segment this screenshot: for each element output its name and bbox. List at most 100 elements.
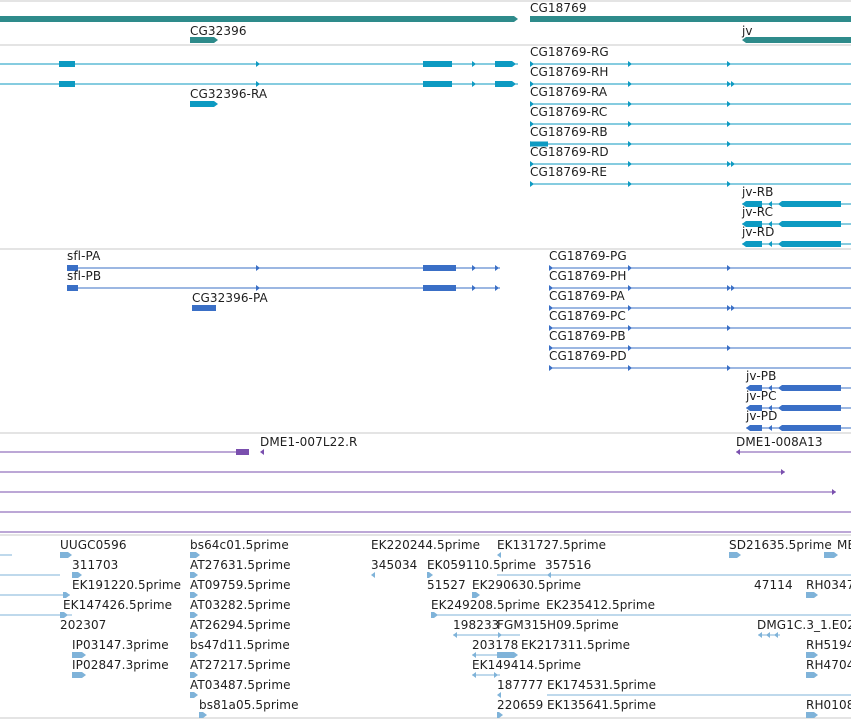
strand-arrow[interactable] — [768, 221, 772, 227]
strand-arrow[interactable] — [768, 241, 772, 247]
est-label[interactable]: 220659 — [497, 698, 544, 712]
strand-arrow[interactable] — [727, 121, 731, 127]
est-block[interactable] — [806, 592, 818, 598]
transcript-label[interactable]: CG18769-RB — [530, 125, 608, 139]
transcript-exon[interactable] — [778, 241, 841, 247]
strand-arrow[interactable] — [628, 161, 632, 167]
est-arrow[interactable] — [371, 572, 375, 578]
est-label[interactable]: AT27631.5prime — [190, 558, 291, 572]
transcript-exon[interactable] — [778, 201, 841, 207]
protein-exon[interactable] — [778, 405, 841, 411]
est-label[interactable]: EK131727.5prime — [497, 538, 607, 552]
transcript-exon[interactable] — [495, 61, 512, 67]
strand-arrow[interactable] — [472, 265, 476, 271]
est-label[interactable]: EK149414.5prime — [472, 658, 582, 672]
strand-arrow[interactable] — [549, 305, 553, 311]
protein-label[interactable]: jv-PD — [746, 409, 778, 423]
strand-arrow[interactable] — [628, 61, 632, 67]
est-block[interactable] — [190, 632, 198, 638]
transcript-exon[interactable] — [495, 81, 512, 87]
protein-label[interactable]: CG18769-PD — [549, 349, 627, 363]
strand-arrow[interactable] — [727, 365, 731, 371]
strand-arrow[interactable] — [727, 305, 731, 311]
strand-arrow[interactable] — [530, 161, 534, 167]
strand-arrow[interactable] — [768, 385, 772, 391]
gene-label-jv[interactable]: jv — [742, 24, 753, 38]
strand-arrow[interactable] — [628, 121, 632, 127]
est-label[interactable]: SD21635.5prime — [729, 538, 832, 552]
transcript-exon[interactable] — [742, 241, 762, 247]
est-label[interactable]: EK217311.5prime — [521, 638, 631, 652]
strand-arrow[interactable] — [768, 405, 772, 411]
protein-label[interactable]: CG18769-PC — [549, 309, 626, 323]
est-block[interactable] — [190, 552, 200, 558]
strand-arrow[interactable] — [727, 325, 731, 331]
est-label[interactable]: AT27217.5prime — [190, 658, 291, 672]
est-label[interactable]: RH0347 — [806, 578, 851, 592]
est-label[interactable]: FGM315H09.5prime — [497, 618, 619, 632]
est-label[interactable]: EK147426.5prime — [63, 598, 173, 612]
strand-arrow[interactable] — [256, 81, 260, 87]
est-block[interactable] — [190, 592, 198, 598]
est-block[interactable] — [190, 652, 198, 658]
strand-arrow[interactable] — [472, 81, 476, 87]
gene-bar-cg18769-left[interactable] — [0, 16, 518, 22]
transcript-exon[interactable] — [742, 201, 762, 207]
strand-arrow[interactable] — [727, 285, 731, 291]
transcript-label[interactable]: CG32396-RA — [190, 87, 268, 101]
est-label[interactable]: 357516 — [545, 558, 592, 572]
transcript-label[interactable]: CG18769-RH — [530, 65, 609, 79]
clone-label[interactable]: DME1-007L22.R — [260, 435, 358, 449]
est-label[interactable]: RH4704 — [806, 658, 851, 672]
est-block[interactable] — [60, 552, 72, 558]
est-label[interactable]: bs64c01.5prime — [190, 538, 289, 552]
est-label[interactable]: 187777 — [497, 678, 544, 692]
est-label[interactable]: AT09759.5prime — [190, 578, 291, 592]
est-label[interactable]: UUGC0596 — [60, 538, 127, 552]
est-label[interactable]: AT26294.5prime — [190, 618, 291, 632]
transcript-exon[interactable] — [190, 101, 218, 107]
est-label[interactable]: EK249208.5prime — [431, 598, 541, 612]
strand-arrow[interactable] — [731, 161, 735, 167]
est-label[interactable]: EK191220.5prime — [72, 578, 182, 592]
protein-label[interactable]: sfl-PB — [67, 269, 102, 283]
est-label[interactable]: 345034 — [371, 558, 418, 572]
protein-exon[interactable] — [778, 425, 841, 431]
transcript-exon[interactable] — [59, 61, 75, 67]
protein-label[interactable]: CG18769-PH — [549, 269, 627, 283]
strand-arrow[interactable] — [727, 345, 731, 351]
transcript-label[interactable]: jv-RD — [742, 225, 775, 239]
est-label[interactable]: EK290630.5prime — [472, 578, 582, 592]
strand-arrow[interactable] — [768, 201, 772, 207]
protein-label[interactable]: CG32396-PA — [192, 291, 268, 305]
gene-bar-jv[interactable] — [742, 37, 851, 43]
strand-arrow[interactable] — [549, 345, 553, 351]
est-block[interactable] — [806, 652, 818, 658]
est-block[interactable] — [72, 672, 86, 678]
est-block[interactable] — [806, 672, 818, 678]
strand-arrow[interactable] — [512, 61, 516, 67]
est-label[interactable]: 51527 — [427, 578, 466, 592]
est-label[interactable]: 202307 — [60, 618, 107, 632]
transcript-label[interactable]: CG18769-RA — [530, 85, 608, 99]
est-arrow[interactable] — [497, 552, 501, 558]
protein-exon[interactable] — [778, 385, 841, 391]
strand-arrow[interactable] — [628, 81, 632, 87]
gene-bar-cg18769[interactable] — [530, 16, 851, 22]
est-label[interactable]: 198233 — [453, 618, 500, 632]
clone-label[interactable]: DME1-008A13 — [736, 435, 823, 449]
strand-arrow[interactable] — [256, 61, 260, 67]
clone-end-arrow[interactable] — [781, 469, 785, 475]
est-block[interactable] — [729, 552, 741, 558]
est-arrow[interactable] — [497, 692, 501, 698]
strand-arrow[interactable] — [628, 345, 632, 351]
est-arrow[interactable] — [547, 572, 551, 578]
strand-arrow[interactable] — [530, 121, 534, 127]
strand-arrow[interactable] — [727, 101, 731, 107]
strand-arrow[interactable] — [731, 81, 735, 87]
protein-exon[interactable] — [746, 425, 762, 431]
gene-label-cg18769[interactable]: CG18769 — [530, 1, 587, 15]
gene-bar-cg32396[interactable] — [190, 37, 218, 43]
est-block[interactable] — [431, 612, 438, 618]
